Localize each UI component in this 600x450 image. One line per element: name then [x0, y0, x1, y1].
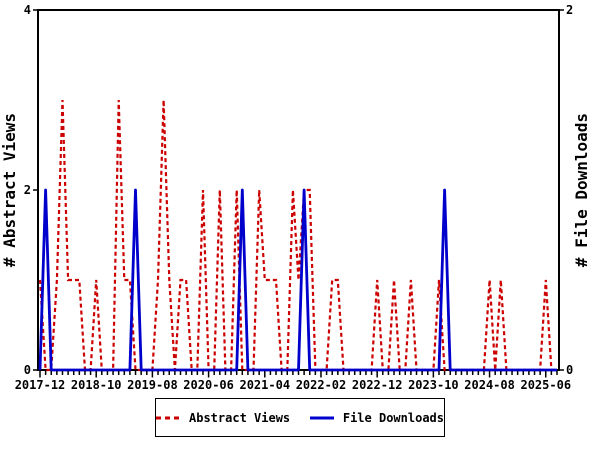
- x-axis-tick-label: 2023-10: [408, 378, 459, 392]
- x-axis-tick-label: 2022-02: [296, 378, 347, 392]
- file-downloads-line: [38, 188, 557, 372]
- x-axis-tick-label: 2018-10: [71, 378, 122, 392]
- x-axis-tick-label: 2017-12: [15, 378, 66, 392]
- x-axis-tick-label: 2020-06: [183, 378, 234, 392]
- legend-label-abstract-views: Abstract Views: [189, 410, 291, 425]
- abstract-views-dashed-line-icon: [156, 415, 180, 421]
- x-axis-tick-label: 2019-08: [127, 378, 178, 392]
- x-axis-tick-label: 2024-08: [464, 378, 515, 392]
- legend: Abstract Views File Downloads: [155, 398, 445, 437]
- left-axis-tick-label: 0: [24, 363, 31, 377]
- left-axis-tick-label: 4: [24, 3, 31, 17]
- file-downloads-solid-line-icon: [309, 415, 334, 421]
- left-axis-tick-label: 2: [24, 183, 31, 197]
- x-axis-tick-label: 2021-04: [239, 378, 290, 392]
- legend-label-file-downloads: File Downloads: [342, 410, 444, 425]
- right-axis-tick-label: 0: [566, 363, 573, 377]
- left-axis-title: # Abstract Views: [0, 113, 19, 267]
- x-axis-tick-label: 2022-12: [352, 378, 403, 392]
- monthly-stats-chart: 0 2 4 0 2 2017-12 2018-10 2019-08 2020-06 2021-04…: [0, 3, 591, 392]
- x-axis-tick-label: 2025-06: [520, 378, 571, 392]
- right-axis-title: # File Downloads: [572, 113, 591, 267]
- right-axis-tick-label: 2: [566, 3, 573, 17]
